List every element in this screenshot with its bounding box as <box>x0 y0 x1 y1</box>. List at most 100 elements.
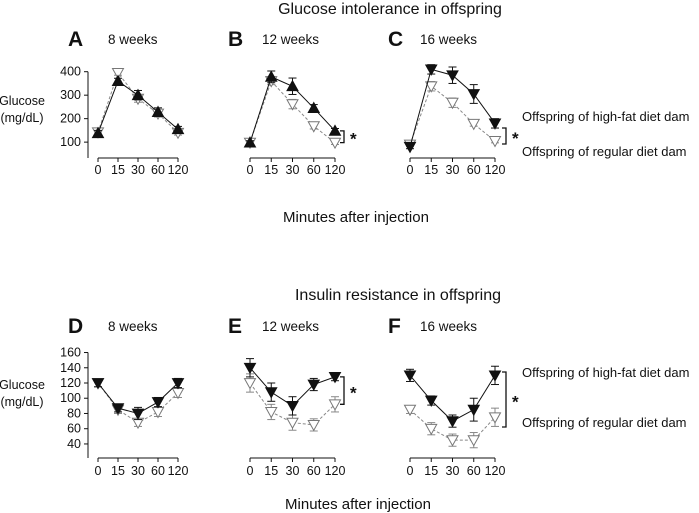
x-tick-label: 0 <box>95 163 102 177</box>
x-tick-label: 30 <box>286 163 300 177</box>
panel-label: D <box>68 315 83 338</box>
data-point <box>264 407 278 419</box>
x-tick-label: 0 <box>247 464 254 478</box>
panel-subtitle: 16 weeks <box>420 32 477 47</box>
x-tick-label: 120 <box>485 163 506 177</box>
data-point <box>131 408 145 421</box>
data-point <box>467 118 481 131</box>
y-tick-label: 200 <box>60 112 81 126</box>
y-axis-label: Glucose <box>0 378 45 392</box>
series-1 <box>403 365 502 428</box>
series-2 <box>403 404 502 449</box>
data-point <box>488 370 502 382</box>
bracket-line <box>340 130 345 144</box>
panel-subtitle: 12 weeks <box>262 319 319 334</box>
x-tick-label: 120 <box>168 163 189 177</box>
x-tick-label: 0 <box>407 464 414 478</box>
x-tick-label: 15 <box>264 464 278 478</box>
data-point <box>264 387 278 399</box>
data-point <box>424 81 438 93</box>
legend-regular: Offspring of regular diet dam <box>522 415 687 430</box>
data-point <box>467 435 481 447</box>
x-tick-label: 15 <box>424 163 438 177</box>
data-point <box>286 99 299 111</box>
panel-label: A <box>68 28 83 51</box>
x-tick-label: 60 <box>307 464 321 478</box>
data-point <box>171 378 185 390</box>
data-point <box>446 97 459 110</box>
y-tick-label: 100 <box>60 135 81 149</box>
panel-subtitle: 8 weeks <box>108 319 158 334</box>
series-2 <box>91 378 185 430</box>
series-line <box>249 382 336 426</box>
series-line <box>409 375 496 422</box>
x-tick-label: 15 <box>424 464 438 478</box>
data-point <box>446 70 459 82</box>
y-tick-label: 60 <box>67 422 81 436</box>
significance-bracket: * <box>340 130 357 149</box>
series-1 <box>243 70 342 148</box>
data-point <box>403 370 417 382</box>
panel-label: C <box>388 28 403 51</box>
x-axis-label: Minutes after injection <box>283 209 429 226</box>
y-axis-label: Glucose <box>0 94 45 108</box>
x-tick-label: 0 <box>95 464 102 478</box>
x-tick-label: 120 <box>325 464 346 478</box>
data-point <box>488 118 502 130</box>
panel-subtitle: 8 weeks <box>108 32 158 47</box>
panel-label: B <box>228 28 243 51</box>
data-point <box>307 101 321 113</box>
y-tick-label: 120 <box>60 376 81 390</box>
bracket-line <box>502 127 507 145</box>
bracket-line <box>340 376 345 405</box>
x-tick-label: 15 <box>264 163 278 177</box>
data-point <box>286 79 299 92</box>
data-point <box>328 124 342 136</box>
data-point <box>151 397 165 409</box>
data-point <box>111 67 125 80</box>
data-point <box>243 362 257 375</box>
series-2 <box>243 373 342 432</box>
series-1 <box>91 377 185 421</box>
data-point <box>243 378 257 390</box>
y-tick-label: 300 <box>60 88 81 102</box>
x-tick-label: 30 <box>446 163 460 177</box>
x-axis-label: Minutes after injection <box>285 496 431 513</box>
x-tick-label: 120 <box>168 464 189 478</box>
data-point <box>424 395 438 408</box>
significance-bracket: * <box>340 376 357 405</box>
data-point <box>264 70 278 82</box>
panel-b: B 12 weeks 0 15 30 60 120 * <box>228 28 357 177</box>
x-tick-label: 0 <box>247 163 254 177</box>
panel-subtitle: 12 weeks <box>262 32 319 47</box>
data-point <box>307 420 321 432</box>
data-point <box>488 136 502 148</box>
x-tick-label: 30 <box>131 163 145 177</box>
data-point <box>307 121 321 133</box>
panel-e: E 12 weeks 0 15 30 60 120 * <box>228 315 357 478</box>
data-point <box>328 372 342 384</box>
significance-star: * <box>512 393 519 412</box>
data-point <box>424 423 438 436</box>
panel-f: F 16 weeks 0 15 30 60 120 * <box>388 315 519 478</box>
series-1 <box>91 74 185 139</box>
data-point <box>403 141 417 154</box>
data-point <box>286 400 299 413</box>
series-1 <box>243 358 342 416</box>
significance-star: * <box>512 129 519 148</box>
x-tick-label: 30 <box>286 464 300 478</box>
bracket-line <box>502 371 507 428</box>
row-1: Glucose intolerance in offspring Minutes … <box>0 1 689 226</box>
x-tick-label: 60 <box>151 163 165 177</box>
row-title: Insulin resistance in offspring <box>295 287 501 304</box>
row-2: Insulin resistance in offspring Minutes a… <box>0 287 689 513</box>
panel-subtitle: 16 weeks <box>420 319 477 334</box>
y-axis-label: (mg/dL) <box>0 111 43 125</box>
panel-c: C 16 weeks 0 15 30 60 120 * <box>388 28 519 177</box>
data-point <box>151 105 165 117</box>
data-point <box>243 136 257 148</box>
y-tick-label: 100 <box>60 391 81 405</box>
legend-high-fat: Offspring of high-fat diet dam <box>522 109 689 124</box>
panel-a: A 8 weeks 100 200 300 400 0 15 30 60 120 <box>60 28 188 177</box>
data-point <box>424 64 438 76</box>
